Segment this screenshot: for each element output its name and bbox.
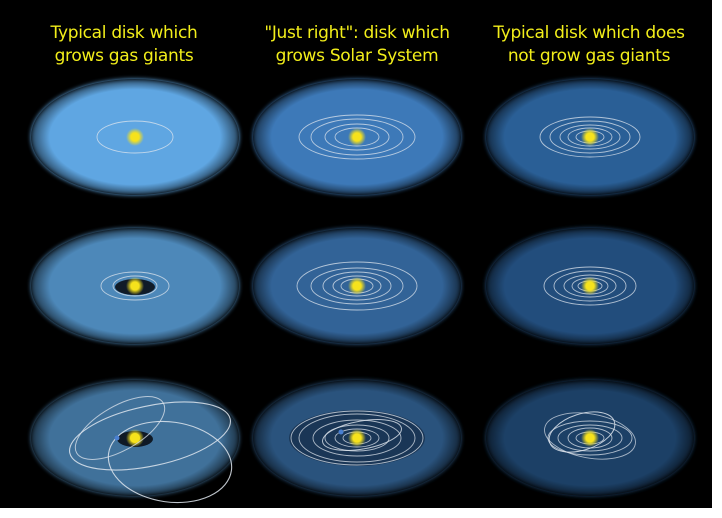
orbit-ring [312,419,402,457]
planet [114,435,120,441]
eccentric-orbit [107,420,233,504]
column-title-line: grows gas giants [54,46,194,66]
star [353,133,361,141]
star [130,433,140,443]
orbit-ring [559,124,621,150]
orbit-ring [298,114,416,160]
star [353,434,361,442]
star [353,282,361,290]
orbit-ring [557,424,623,452]
column-title-line: Typical disk which [50,23,198,43]
column-title-line: grows Solar System [275,46,439,66]
tilted-orbit [548,411,616,453]
column-title-gas-giants: Typical disk which grows gas giants [6,22,242,68]
star [131,282,139,290]
figure-panel: Typical disk which grows gas giants "Jus… [0,0,712,508]
star [586,133,594,141]
orbit-ring [298,413,416,463]
orbit-ring [563,274,617,298]
star [586,434,594,442]
star [586,282,594,290]
orbit-ring [547,420,633,456]
orbit-ring [290,410,424,466]
orbit-ring [324,424,390,452]
eccentric-orbit [74,396,166,460]
column-title-solar-system: "Just right": disk which grows Solar Sys… [239,22,475,68]
column-title-line: Typical disk which does [493,23,685,43]
orbit-ring [539,116,641,158]
orbit-ring [296,261,418,311]
orbit-ring [553,270,627,302]
eccentric-orbit [68,401,232,471]
column-title-line: "Just right": disk which [264,23,450,43]
tilted-orbit [544,412,636,460]
orbit-ring [96,120,174,154]
orbit-ring [322,271,392,301]
orbit-ring [310,118,404,156]
column-title-line: not grow gas giants [507,46,671,66]
column-title-no-gas-giants: Typical disk which does not grow gas gia… [471,22,707,68]
orbit-ring [112,275,158,297]
orbit-ring [310,267,404,305]
orbit-ring [549,120,631,154]
orbit-ring [332,275,382,297]
planet [338,429,344,435]
orbit-ring [543,266,637,306]
orbit-ring [100,271,170,301]
tilted-orbit [322,419,402,451]
orbit-ring [324,123,390,151]
star [131,133,139,141]
disk-grid [31,79,694,504]
